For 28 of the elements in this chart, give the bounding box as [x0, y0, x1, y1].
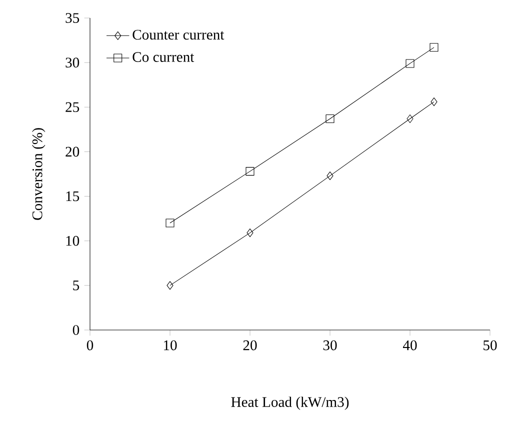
- y-tick-label: 30: [66, 58, 80, 68]
- point: [326, 114, 334, 123]
- point: [406, 114, 414, 123]
- y-axis-title: Conversion (%): [32, 128, 46, 220]
- y-tick-label: 10: [66, 236, 80, 246]
- point: [246, 167, 254, 176]
- point: [430, 43, 438, 52]
- point: [166, 218, 174, 228]
- x-tick-label: 10: [164, 340, 177, 350]
- x-tick-label: 20: [243, 340, 257, 350]
- legend-label: Counter current: [132, 30, 224, 40]
- point: [326, 172, 334, 180]
- point: [406, 59, 414, 68]
- y-tick-label: 35: [66, 13, 80, 23]
- y-tick-label: 15: [66, 191, 80, 202]
- y-tick-label: 20: [66, 146, 80, 157]
- y-tick-label: 0: [72, 325, 80, 335]
- point: [166, 281, 174, 290]
- x-axis-title: Heat Load (kW/m3): [231, 396, 349, 410]
- x-tick-label: 50: [484, 340, 497, 350]
- point: [246, 228, 254, 238]
- y-tick-label: 25: [66, 102, 80, 112]
- y-tick-label: 5: [73, 280, 80, 290]
- point: [430, 98, 438, 106]
- x-tick-label: 30: [323, 340, 337, 350]
- x-tick-label: 0: [86, 340, 94, 350]
- legend-label: Co current: [132, 52, 194, 62]
- x-tick-label: 40: [402, 340, 417, 350]
